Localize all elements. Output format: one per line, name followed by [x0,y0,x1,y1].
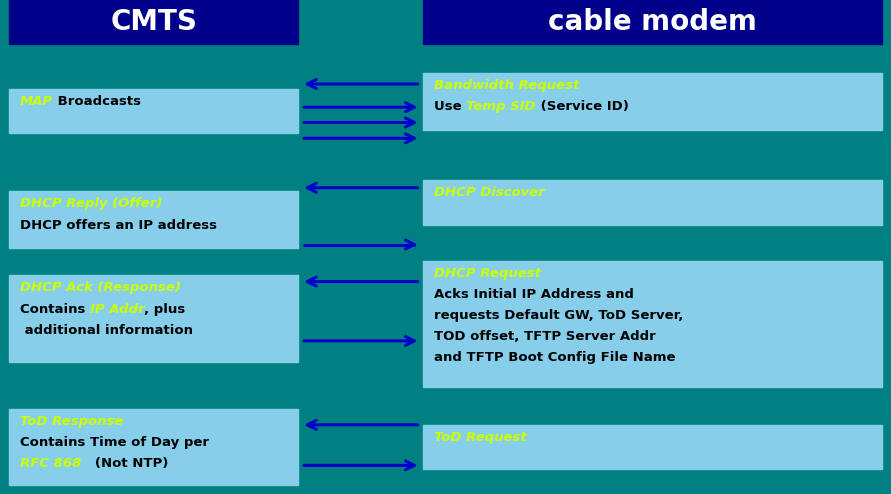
Text: additional information: additional information [20,324,192,337]
Text: ToD Request: ToD Request [434,431,527,444]
Text: DHCP Ack (Response): DHCP Ack (Response) [20,282,181,294]
Text: (Not NTP): (Not NTP) [81,457,168,470]
Text: Acks Initial IP Address and: Acks Initial IP Address and [434,288,634,301]
Text: , plus: , plus [144,302,185,316]
FancyBboxPatch shape [9,192,298,248]
FancyBboxPatch shape [423,261,882,387]
Text: RFC 868: RFC 868 [20,457,81,470]
FancyBboxPatch shape [9,276,298,362]
Text: Use: Use [434,100,466,113]
Text: DHCP offers an IP address: DHCP offers an IP address [20,218,217,232]
FancyBboxPatch shape [9,409,298,485]
Text: IP Addr: IP Addr [90,302,144,316]
Text: TOD offset, TFTP Server Addr: TOD offset, TFTP Server Addr [434,330,656,343]
Text: Temp SID: Temp SID [466,100,535,113]
Text: Contains: Contains [20,302,90,316]
Text: CMTS: CMTS [110,8,197,36]
Text: DHCP Request: DHCP Request [434,267,541,280]
FancyBboxPatch shape [423,0,882,44]
Text: Bandwidth Request: Bandwidth Request [434,79,579,92]
FancyBboxPatch shape [423,73,882,130]
FancyBboxPatch shape [9,0,298,44]
Text: (Service ID): (Service ID) [535,100,628,113]
Text: Broadcasts: Broadcasts [53,95,141,108]
FancyBboxPatch shape [9,89,298,133]
Text: DHCP Discover: DHCP Discover [434,186,544,199]
Text: requests Default GW, ToD Server,: requests Default GW, ToD Server, [434,309,683,322]
Text: cable modem: cable modem [548,8,757,36]
Text: Contains Time of Day per: Contains Time of Day per [20,436,208,449]
Text: ToD Response: ToD Response [20,415,123,428]
FancyBboxPatch shape [423,425,882,469]
Text: DHCP Reply (Offer): DHCP Reply (Offer) [20,198,162,210]
FancyBboxPatch shape [423,180,882,225]
Text: and TFTP Boot Config File Name: and TFTP Boot Config File Name [434,352,675,365]
Text: MAP: MAP [20,95,53,108]
